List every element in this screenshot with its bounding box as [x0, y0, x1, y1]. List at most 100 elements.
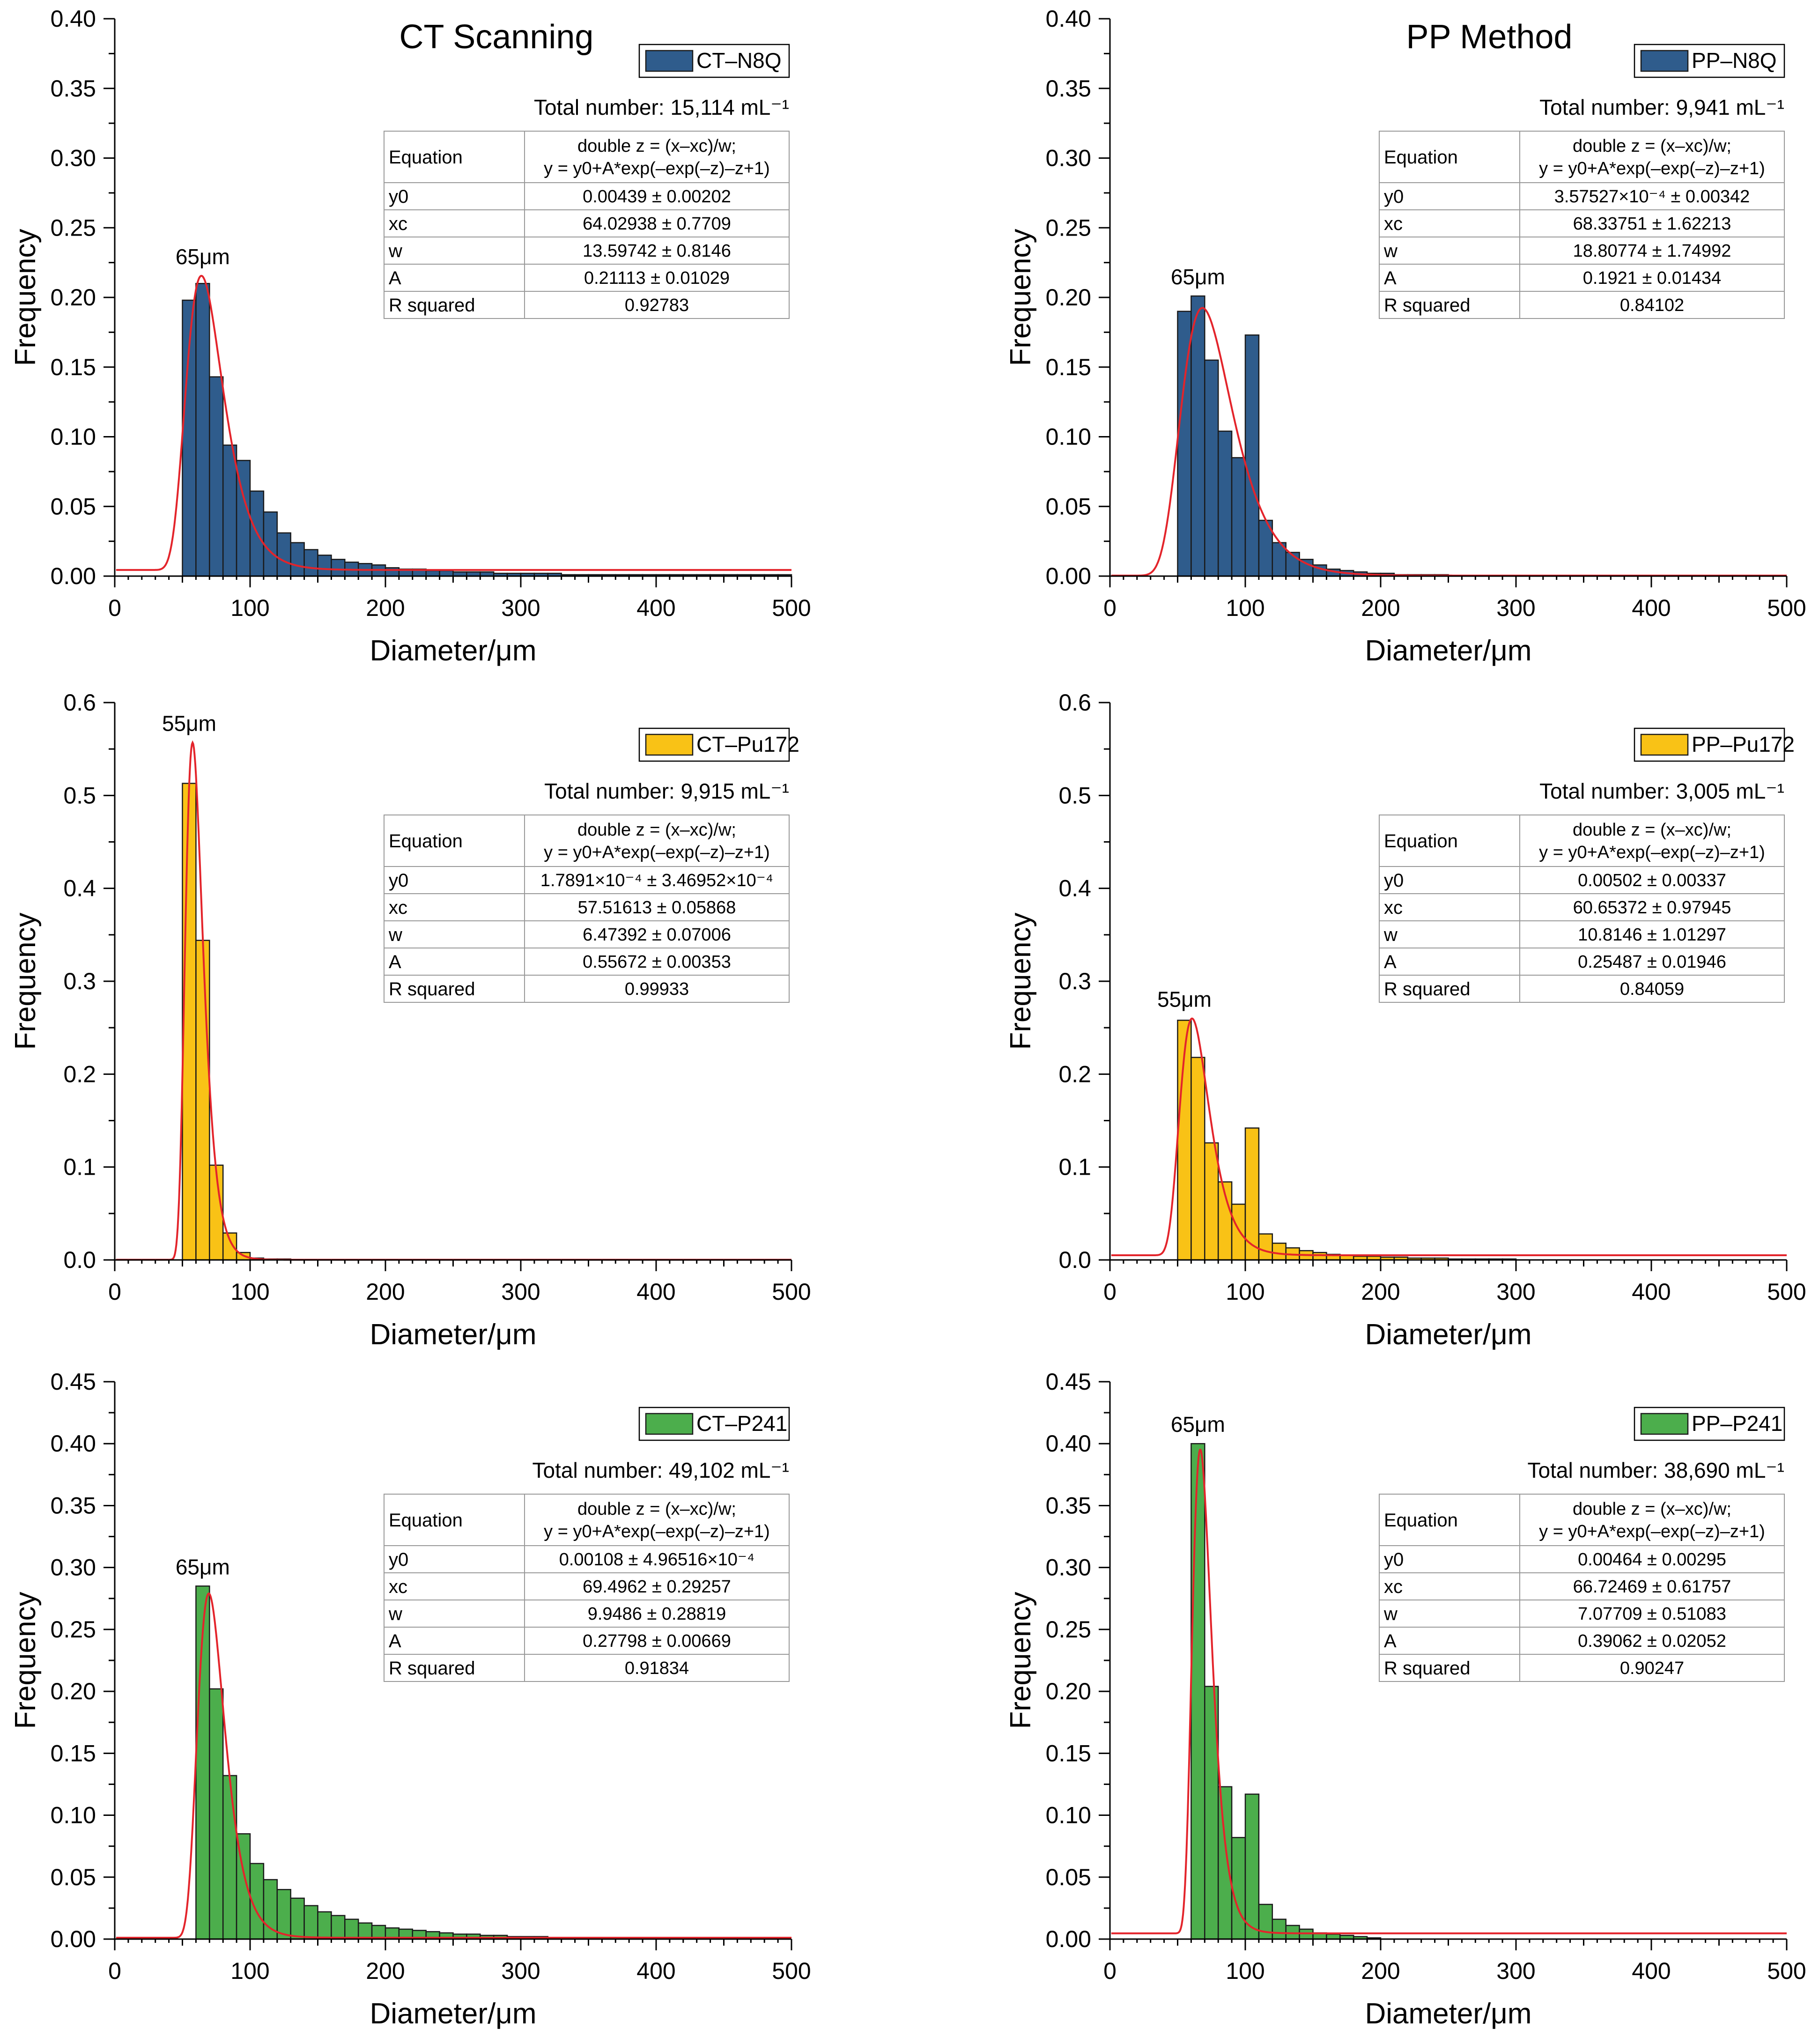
y-tick-label: 0.45 [1046, 1369, 1091, 1395]
x-tick-label: 100 [1226, 595, 1264, 621]
table-row-label: y0 [389, 1549, 408, 1570]
table-equation-line-1: double z = (x–xc)/w; [577, 136, 736, 156]
y-axis: 0.0 0.1 0.2 0.3 0.4 0.5 0.6 [63, 689, 115, 1273]
y-tick-label: 0.10 [1046, 1802, 1091, 1829]
table-row-value: 0.00502 ± 0.00337 [1578, 871, 1726, 890]
bar [439, 570, 454, 577]
peak-label: 55μm [162, 711, 216, 735]
table-cell [384, 948, 525, 976]
chart-panel-2: 0 100 200 300 400 500 0.00 0.05 0.10 0.15 0.20 0.25… [995, 0, 1819, 681]
table-row-label: A [1384, 1631, 1397, 1651]
table-row-value: 69.4962 ± 0.29257 [583, 1577, 731, 1597]
table-cell [1379, 975, 1520, 1003]
table-row-label: R squared [389, 1658, 475, 1679]
table-row-label: A [389, 1631, 401, 1651]
table-equation-line-2: y = y0+A*exp(–exp(–z)–z+1) [1539, 1522, 1765, 1541]
table-cell [384, 815, 525, 867]
x-tick-label: 200 [366, 1279, 405, 1305]
x-tick-label: 500 [772, 1279, 811, 1305]
table-row-label: A [1384, 952, 1397, 972]
chart-svg: 0 100 200 300 400 500 0.0 0.1 0.2 0.3 0.4 0.5 0.6 Dia… [1005, 689, 1806, 1351]
legend: CT–N8Q [638, 44, 790, 78]
table-row-label: y0 [1384, 870, 1404, 891]
y-tick-label: 0.20 [51, 284, 96, 311]
y-tick-label: 0.6 [63, 689, 96, 716]
x-tick-label: 100 [230, 1958, 269, 1984]
table-cell [1379, 948, 1520, 976]
x-tick-label: 400 [1632, 1279, 1671, 1305]
y-tick-label: 0.35 [51, 75, 96, 102]
table-row-value: 0.1921 ± 0.01434 [1583, 268, 1722, 288]
bar [209, 376, 224, 577]
histogram-bars [1177, 1020, 1517, 1261]
bar [1231, 457, 1246, 577]
table-cell [1379, 1654, 1520, 1682]
table-row-label: xc [1384, 214, 1403, 234]
legend-swatch [645, 1413, 694, 1435]
y-tick-label: 0.00 [51, 563, 96, 589]
y-tick-label: 0.05 [51, 493, 96, 519]
y-tick-label: 0.35 [51, 1492, 96, 1518]
table-cell [384, 182, 525, 210]
table-row-label: w [388, 1604, 402, 1624]
y-tick-label: 0.25 [51, 1616, 96, 1643]
y-tick-label: 0.4 [1058, 875, 1091, 902]
table-row-value: 1.7891×10⁻⁴ ± 3.46952×10⁻⁴ [540, 871, 773, 890]
table-cell [1519, 975, 1785, 1003]
bar [222, 1775, 237, 1940]
y-tick-label: 0.00 [1046, 1926, 1091, 1952]
y-axis-title: Frequency [1005, 1592, 1037, 1729]
table-cell [524, 182, 790, 210]
table-row-value: 3.57527×10⁻⁴ ± 0.00342 [1554, 187, 1750, 207]
y-axis-title: Frequency [1005, 229, 1037, 366]
bar [1190, 295, 1205, 577]
y-tick-label: 0.4 [63, 875, 96, 902]
bar [357, 1922, 373, 1940]
x-tick-label: 100 [230, 1279, 269, 1305]
table-cell [1379, 264, 1520, 292]
table-row-value: 64.02938 ± 0.7709 [583, 214, 731, 234]
table-row-label: R squared [1384, 295, 1471, 316]
table-equation-line-2: y = y0+A*exp(–exp(–z)–z+1) [1539, 159, 1765, 178]
table-equation-line-1: double z = (x–xc)/w; [1573, 1499, 1731, 1519]
table-row-value: 13.59742 ± 0.8146 [583, 241, 731, 261]
table-cell [384, 893, 525, 921]
chart-panel-3: 0 100 200 300 400 500 0.0 0.1 0.2 0.3 0.4 0.5 0.6 Dia… [0, 684, 824, 1365]
bar [425, 570, 440, 577]
table-cell [384, 237, 525, 265]
fit-parameter-table: Equation double z = (x–xc)/w; y = y0+A*exp… [1379, 131, 1785, 319]
fit-parameter-table: Equation double z = (x–xc)/w; y = y0+A*exp… [384, 131, 790, 319]
x-axis-title: Diameter/μm [370, 635, 536, 667]
total-number: Total number: 9,941 mL⁻¹ [1539, 95, 1784, 119]
chart-svg: 0 100 200 300 400 500 0.00 0.05 0.10 0.15 0.20 0.25… [9, 6, 811, 667]
table-cell [1379, 1545, 1520, 1573]
bar [1285, 552, 1300, 577]
y-tick-label: 0.5 [63, 782, 96, 808]
table-cell [1519, 131, 1785, 183]
x-tick-label: 400 [636, 595, 675, 621]
y-tick-label: 0.35 [1046, 1492, 1091, 1518]
fit-curve [1111, 1449, 1787, 1934]
bar [344, 1918, 359, 1940]
table-cell [384, 131, 525, 183]
peak-label: 65μm [1171, 1412, 1225, 1437]
fit-parameter-table: Equation double z = (x–xc)/w; y = y0+A*exp… [1379, 1494, 1785, 1682]
table-cell [1379, 893, 1520, 921]
y-tick-label: 0.1 [1058, 1154, 1091, 1180]
table-cell [384, 1494, 525, 1546]
table-cell [1379, 1572, 1520, 1600]
legend-label: CT–P241 [696, 1411, 787, 1436]
y-axis-title: Frequency [9, 229, 42, 366]
x-tick-label: 200 [366, 595, 405, 621]
x-axis: 0 100 200 300 400 500 [108, 1939, 811, 1984]
legend: PP–Pu172 [1634, 727, 1795, 762]
peak-label: 65μm [176, 1555, 230, 1579]
table-row-label: w [388, 241, 402, 261]
table-row-label: xc [1384, 1577, 1403, 1597]
table-cell [524, 1654, 790, 1682]
bar [276, 532, 291, 577]
y-tick-label: 0.45 [51, 1369, 96, 1395]
table-cell [524, 866, 790, 894]
legend-swatch [1640, 50, 1689, 72]
table-row-value: 0.90247 [1620, 1659, 1684, 1678]
